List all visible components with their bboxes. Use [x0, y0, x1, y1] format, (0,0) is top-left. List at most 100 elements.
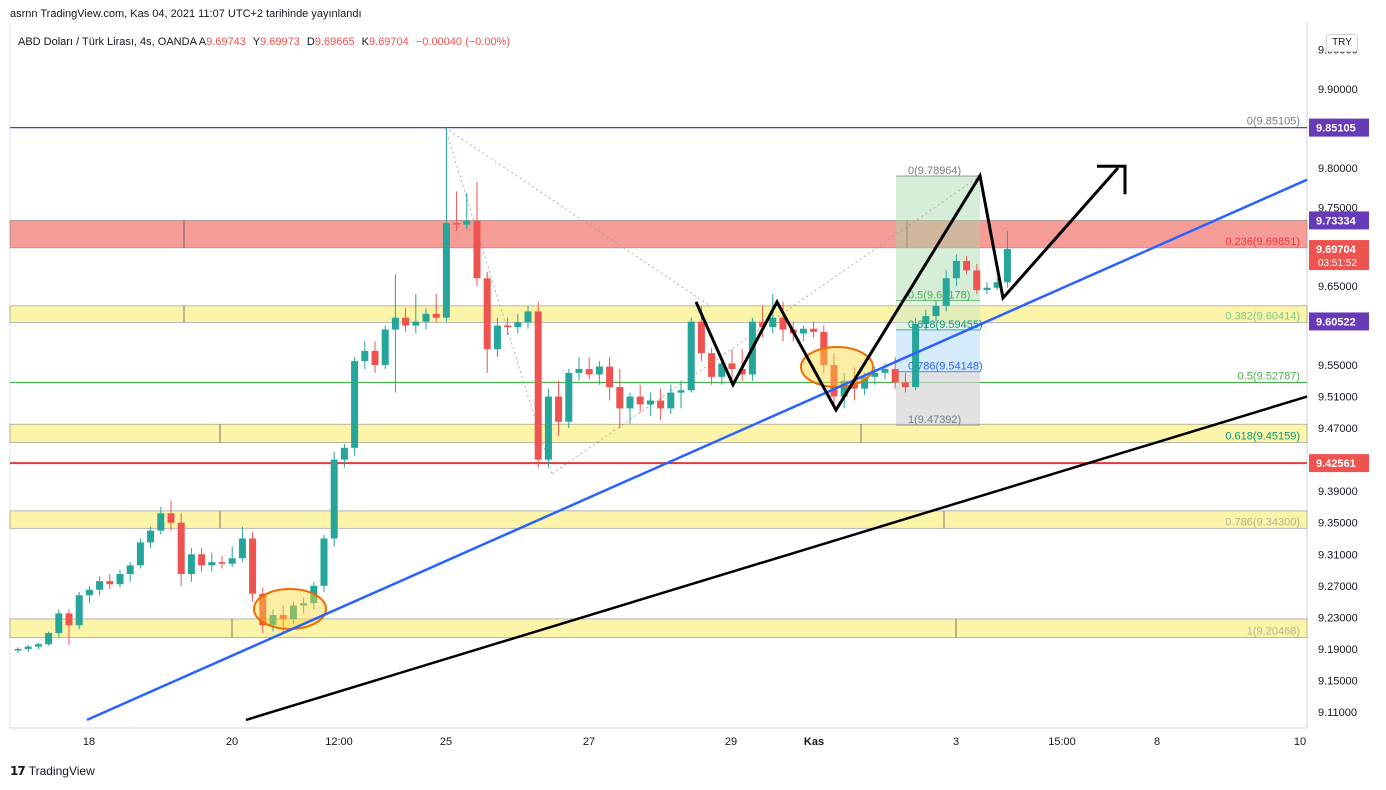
- candle-body: [218, 562, 226, 564]
- candle-body: [646, 400, 654, 405]
- candle-body: [422, 313, 430, 322]
- fib-zone-blue: [896, 329, 980, 372]
- candle-body: [238, 538, 246, 559]
- candle-body: [779, 317, 787, 330]
- x-tick-label: 20: [226, 736, 238, 748]
- candle-body: [830, 365, 838, 397]
- arrow-head-icon: [1097, 164, 1127, 195]
- candle-body: [881, 368, 889, 373]
- price-label-bg: [1309, 454, 1369, 473]
- candle-body: [361, 350, 369, 362]
- candle-body: [259, 593, 267, 626]
- y-tick-label: 9.27000: [1318, 581, 1358, 593]
- candle-body: [524, 311, 532, 323]
- candle-body: [45, 633, 53, 645]
- candle-body: [249, 538, 257, 594]
- candle-body: [840, 380, 848, 397]
- tradingview-logo-icon: 17: [10, 764, 26, 778]
- candle-body: [1003, 249, 1011, 283]
- x-tick-label: 18: [83, 736, 95, 748]
- x-tick-label: 10: [1294, 736, 1306, 748]
- published-info: asrnn TradingView.com, Kas 04, 2021 11:0…: [10, 8, 362, 20]
- brand-name: TradingView: [28, 764, 95, 778]
- fib-small-label: 0.786(9.54148): [908, 361, 983, 373]
- x-tick-label: 29: [725, 736, 737, 748]
- candle-body: [453, 223, 461, 225]
- candle-body: [891, 368, 899, 383]
- y-tick-label: 9.23000: [1318, 612, 1358, 624]
- blue-trendline: [86, 178, 1308, 722]
- candle-body: [565, 372, 573, 422]
- price-label: 9.60522: [1316, 316, 1356, 328]
- x-tick-label: Kas: [804, 736, 824, 748]
- symbol-legend: ABD Doları / Türk Lirası, 4s, OANDA A9.6…: [18, 36, 514, 48]
- candle-body: [116, 573, 124, 585]
- y-tick-label: 9.80000: [1318, 163, 1358, 175]
- open-value: 9.69743: [206, 36, 246, 48]
- x-tick-label: 15:00: [1048, 736, 1076, 748]
- candle-body: [126, 565, 134, 574]
- candle-body: [504, 325, 512, 328]
- candle-body: [340, 447, 348, 460]
- symbol-name[interactable]: ABD Doları / Türk Lirası, 4s, OANDA: [18, 36, 197, 48]
- zone-rect: [9, 220, 1308, 249]
- candle-body: [983, 287, 991, 291]
- candle-body: [728, 363, 736, 369]
- countdown-label: 03:51:52: [1318, 258, 1357, 269]
- candle-body: [402, 317, 410, 326]
- price-label: 9.85105: [1316, 123, 1356, 135]
- candle-body: [473, 220, 481, 279]
- candle-body: [279, 615, 287, 619]
- price-label-bg: [1309, 118, 1369, 137]
- candle-body: [85, 589, 93, 596]
- fib-trend-dotted: [444, 127, 711, 307]
- y-tick-label: 9.39000: [1318, 486, 1358, 498]
- candle-body: [136, 542, 144, 566]
- candle-body: [167, 513, 175, 523]
- y-tick-label: 9.15000: [1318, 675, 1358, 687]
- y-tick-label: 9.90000: [1318, 84, 1358, 96]
- close-value: 9.69704: [369, 36, 409, 48]
- candle-body: [371, 350, 379, 366]
- candle-body: [963, 260, 971, 271]
- fib-small-label: 0.5(9.63178): [908, 290, 970, 302]
- x-tick-label: 25: [440, 736, 452, 748]
- candle-body: [799, 328, 807, 334]
- zone-rect: [9, 423, 1308, 443]
- candle-body: [381, 329, 389, 366]
- zone-rect: [9, 618, 1308, 638]
- candle-body: [738, 368, 746, 375]
- y-tick-label: 9.47000: [1318, 423, 1358, 435]
- high-label: Y: [252, 36, 261, 48]
- low-value: 9.69665: [314, 36, 355, 48]
- candle-body: [861, 376, 869, 389]
- x-tick-label: 27: [583, 736, 595, 748]
- candle-body: [442, 223, 450, 318]
- low-label: D: [306, 36, 315, 48]
- candle-body: [75, 595, 83, 626]
- candle-body: [106, 581, 114, 585]
- candle-body: [65, 613, 73, 626]
- fib-level-label: 0.618(9.45159): [1225, 431, 1300, 443]
- candle-body: [626, 396, 634, 409]
- highlight-ellipse: [253, 588, 327, 630]
- black-trendline: [245, 395, 1308, 722]
- fib-level-label: 0.382(9.60414): [1225, 310, 1300, 322]
- high-value: 9.69973: [260, 36, 300, 48]
- candle-body: [973, 270, 981, 291]
- candle-body: [575, 368, 583, 373]
- currency-badge[interactable]: TRY: [1326, 34, 1358, 52]
- y-tick-label: 9.65000: [1318, 281, 1358, 293]
- pattern-drawing: [694, 166, 1120, 413]
- close-label: K: [361, 36, 370, 48]
- candle-body: [55, 613, 63, 634]
- candle-body: [300, 603, 308, 606]
- candle-body: [942, 278, 950, 306]
- candle-body: [351, 361, 359, 448]
- candle-body: [228, 558, 236, 564]
- candle-body: [912, 324, 920, 388]
- candle-body: [534, 311, 542, 460]
- candle-body: [708, 353, 716, 377]
- candle-body: [810, 328, 818, 332]
